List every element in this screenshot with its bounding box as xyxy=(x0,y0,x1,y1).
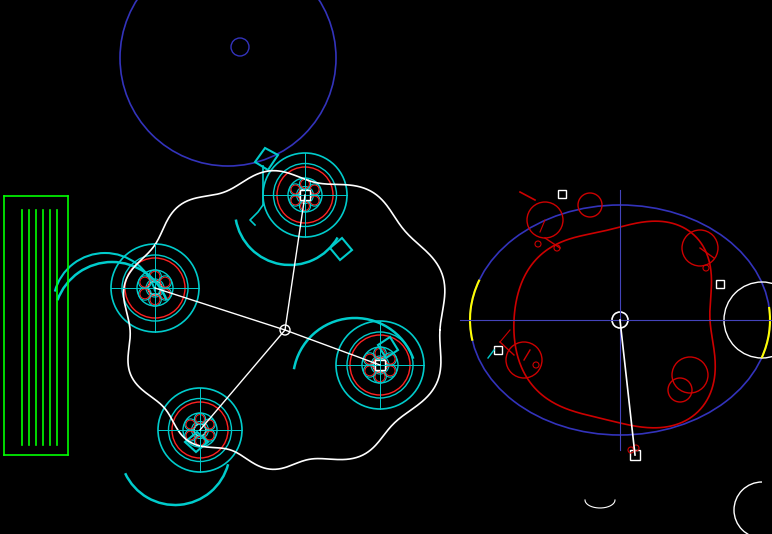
FancyBboxPatch shape xyxy=(300,190,310,200)
FancyBboxPatch shape xyxy=(375,360,385,370)
FancyBboxPatch shape xyxy=(630,450,640,460)
FancyBboxPatch shape xyxy=(716,280,724,288)
FancyBboxPatch shape xyxy=(494,346,502,354)
FancyBboxPatch shape xyxy=(558,190,566,198)
